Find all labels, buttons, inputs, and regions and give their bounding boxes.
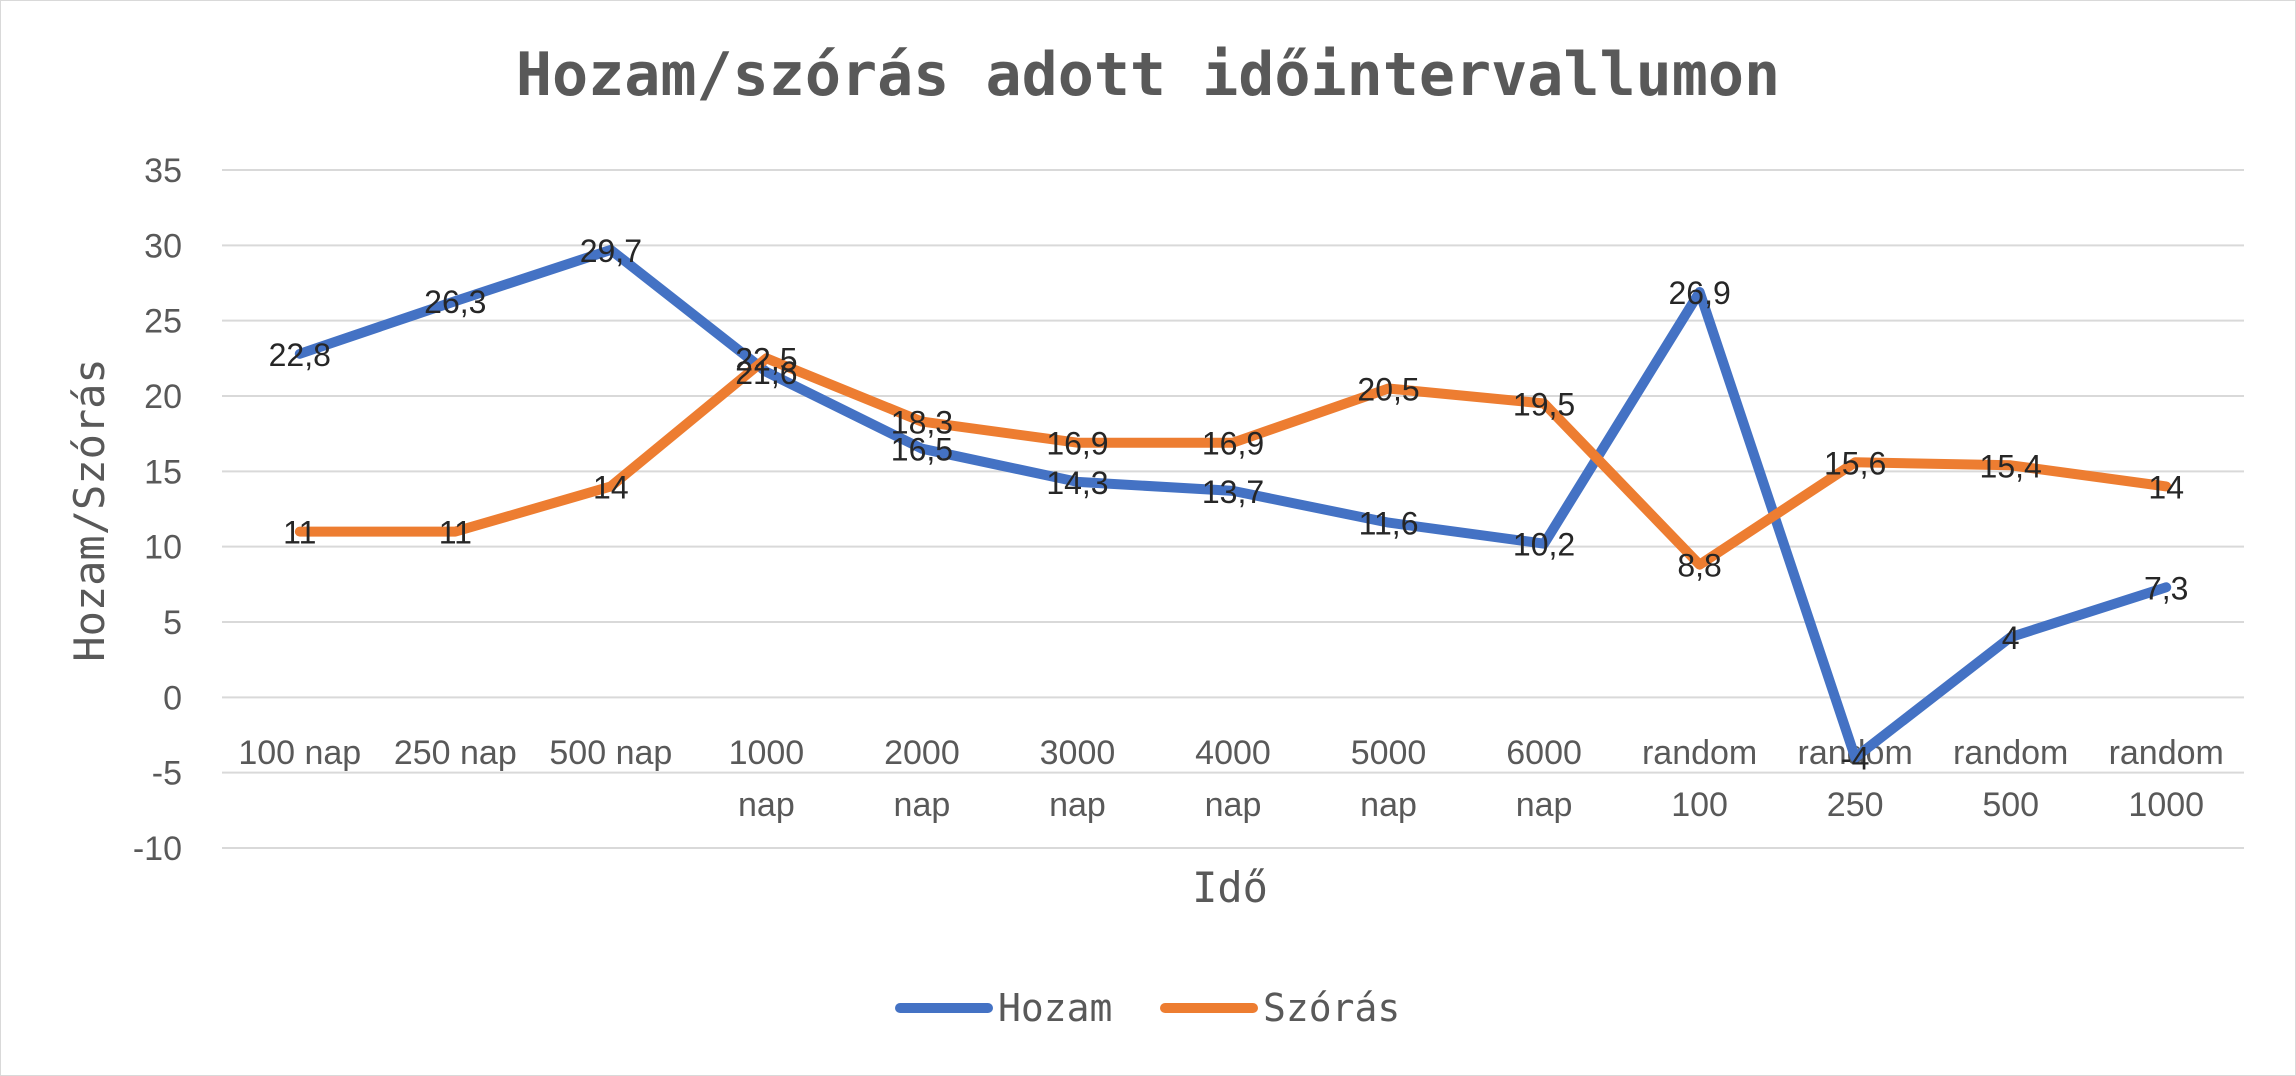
data-labels: 22,8 26,3 29,7 21,6 16,5 14,3 13,7 11,6 10,2 26,9… (269, 233, 2189, 777)
gridlines (222, 169, 2244, 849)
data-label: 19,5 (1513, 387, 1575, 423)
data-label: 11,6 (1359, 506, 1419, 542)
y-tick-label: -5 (152, 755, 182, 793)
data-label: 14,3 (1046, 465, 1108, 501)
series-line-1 (294, 353, 2172, 570)
series-line-0 (294, 244, 2172, 763)
y-axis-title: Hozam/Szórás (65, 358, 114, 661)
data-label: 16,9 (1202, 426, 1264, 462)
x-axis-ticks: 100 nap 250 nap 500 nap 1000 nap 2000 nap 3000 n… (238, 734, 2224, 824)
x-tick-label: 100 nap (238, 734, 361, 772)
y-tick-label: 15 (144, 453, 182, 491)
data-label: 14 (593, 469, 629, 505)
y-tick-label: 35 (144, 152, 182, 190)
x-tick-label: 1000 (729, 734, 805, 772)
x-tick-label: nap (1516, 786, 1573, 824)
legend-label: Hozam (998, 986, 1112, 1030)
data-label: 16,9 (1046, 426, 1108, 462)
x-tick-label: nap (738, 786, 795, 824)
x-tick-label: random (2109, 734, 2224, 772)
x-tick-label: random (1642, 734, 1757, 772)
data-label: 10,2 (1513, 527, 1575, 563)
x-tick-label: 1000 (2128, 786, 2204, 824)
x-tick-label: 100 (1671, 786, 1728, 824)
data-label: 15,4 (1980, 448, 2042, 484)
y-tick-label: -10 (133, 830, 182, 868)
y-tick-label: 30 (144, 227, 182, 265)
x-tick-label: random (1953, 734, 2068, 772)
series-lines (294, 244, 2172, 763)
data-label: 11 (283, 515, 316, 551)
x-tick-label: 2000 (884, 734, 960, 772)
data-label: 15,6 (1824, 445, 1886, 481)
data-label: 26,9 (1668, 275, 1730, 311)
x-tick-label: 6000 (1506, 734, 1582, 772)
data-label: 14 (2148, 469, 2184, 505)
data-label: 22,8 (269, 337, 331, 373)
legend: Hozam Szórás (895, 986, 1400, 1030)
y-tick-label: 5 (163, 604, 182, 642)
data-label: 29,7 (580, 233, 642, 269)
legend-label: Szórás (1263, 986, 1400, 1030)
data-label: 7,3 (2144, 570, 2188, 606)
data-label: 26,3 (424, 284, 486, 320)
x-tick-label: 4000 (1195, 734, 1271, 772)
x-tick-label: nap (1205, 786, 1262, 824)
data-label: 4 (2002, 620, 2020, 656)
x-tick-label: nap (1360, 786, 1417, 824)
x-tick-label: nap (1049, 786, 1106, 824)
x-tick-label: 5000 (1351, 734, 1427, 772)
data-label: 18,3 (891, 405, 953, 441)
data-label: 16,5 (891, 432, 953, 468)
x-tick-label: 500 (1982, 786, 2039, 824)
data-label: 22,5 (735, 341, 797, 377)
x-tick-label: 500 nap (549, 734, 672, 772)
chart-title: Hozam/szórás adott időintervallumon (516, 40, 1780, 110)
data-label: 11 (439, 515, 472, 551)
data-label: -4 (1841, 741, 1869, 777)
x-tick-label: 250 nap (394, 734, 517, 772)
data-label: 8,8 (1677, 548, 1721, 584)
y-tick-label: 0 (163, 679, 182, 717)
y-tick-label: 20 (144, 378, 182, 416)
x-tick-label: 3000 (1040, 734, 1116, 772)
y-axis-ticks: -10 -5 0 5 10 15 20 25 30 35 (133, 152, 182, 868)
x-tick-label: 250 (1827, 786, 1884, 824)
x-axis-title: Idő (1192, 863, 1268, 912)
y-tick-label: 10 (144, 529, 182, 567)
x-tick-label: nap (894, 786, 951, 824)
data-label: 13,7 (1202, 474, 1264, 510)
data-label: 21,6 (735, 355, 797, 391)
y-tick-label: 25 (144, 303, 182, 341)
data-label: 20,5 (1357, 371, 1419, 407)
